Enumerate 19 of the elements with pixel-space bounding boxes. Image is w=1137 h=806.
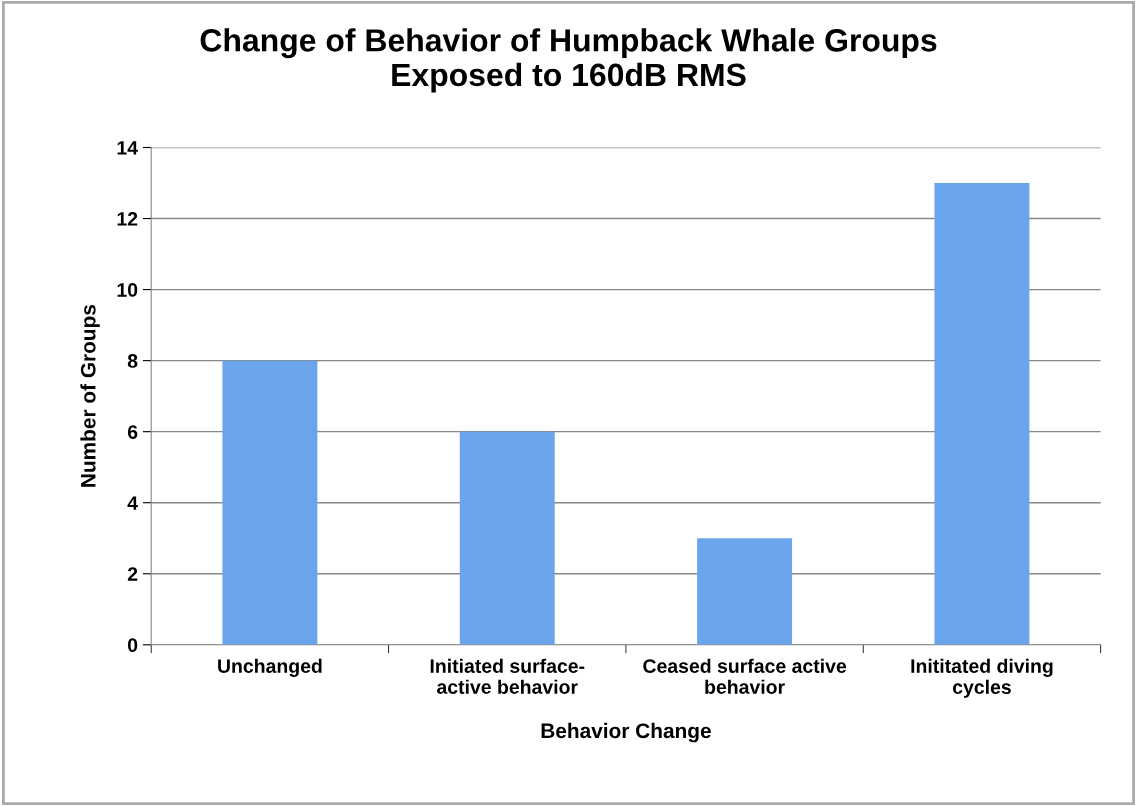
y-axis-title: Number of Groups (80, 304, 100, 487)
bar (934, 183, 1030, 645)
x-tick-label: Ceased surface active behavior (643, 658, 847, 694)
chart-title: Change of Behavior of Humpback Whale Groups Exposed to 160dB RMS (200, 28, 937, 93)
y-tick-label: 12 (117, 212, 138, 226)
y-tick-label: 10 (117, 283, 138, 297)
y-tick-label: 8 (127, 354, 138, 368)
bar (459, 431, 555, 645)
y-tick-label: 4 (127, 496, 138, 510)
bar (697, 538, 793, 645)
y-tick-label: 2 (127, 567, 138, 581)
y-tick-label: 6 (127, 425, 138, 439)
x-tick-label: Inititated diving cycles (911, 658, 1053, 698)
x-tick-label: Initiated surface- active behavior (430, 658, 585, 694)
y-tick-label: 0 (127, 638, 138, 653)
bar (222, 360, 318, 645)
x-axis-title: Behavior Change (541, 722, 711, 743)
y-tick-label: 14 (117, 141, 138, 155)
x-tick-label: Unchanged (218, 658, 322, 677)
